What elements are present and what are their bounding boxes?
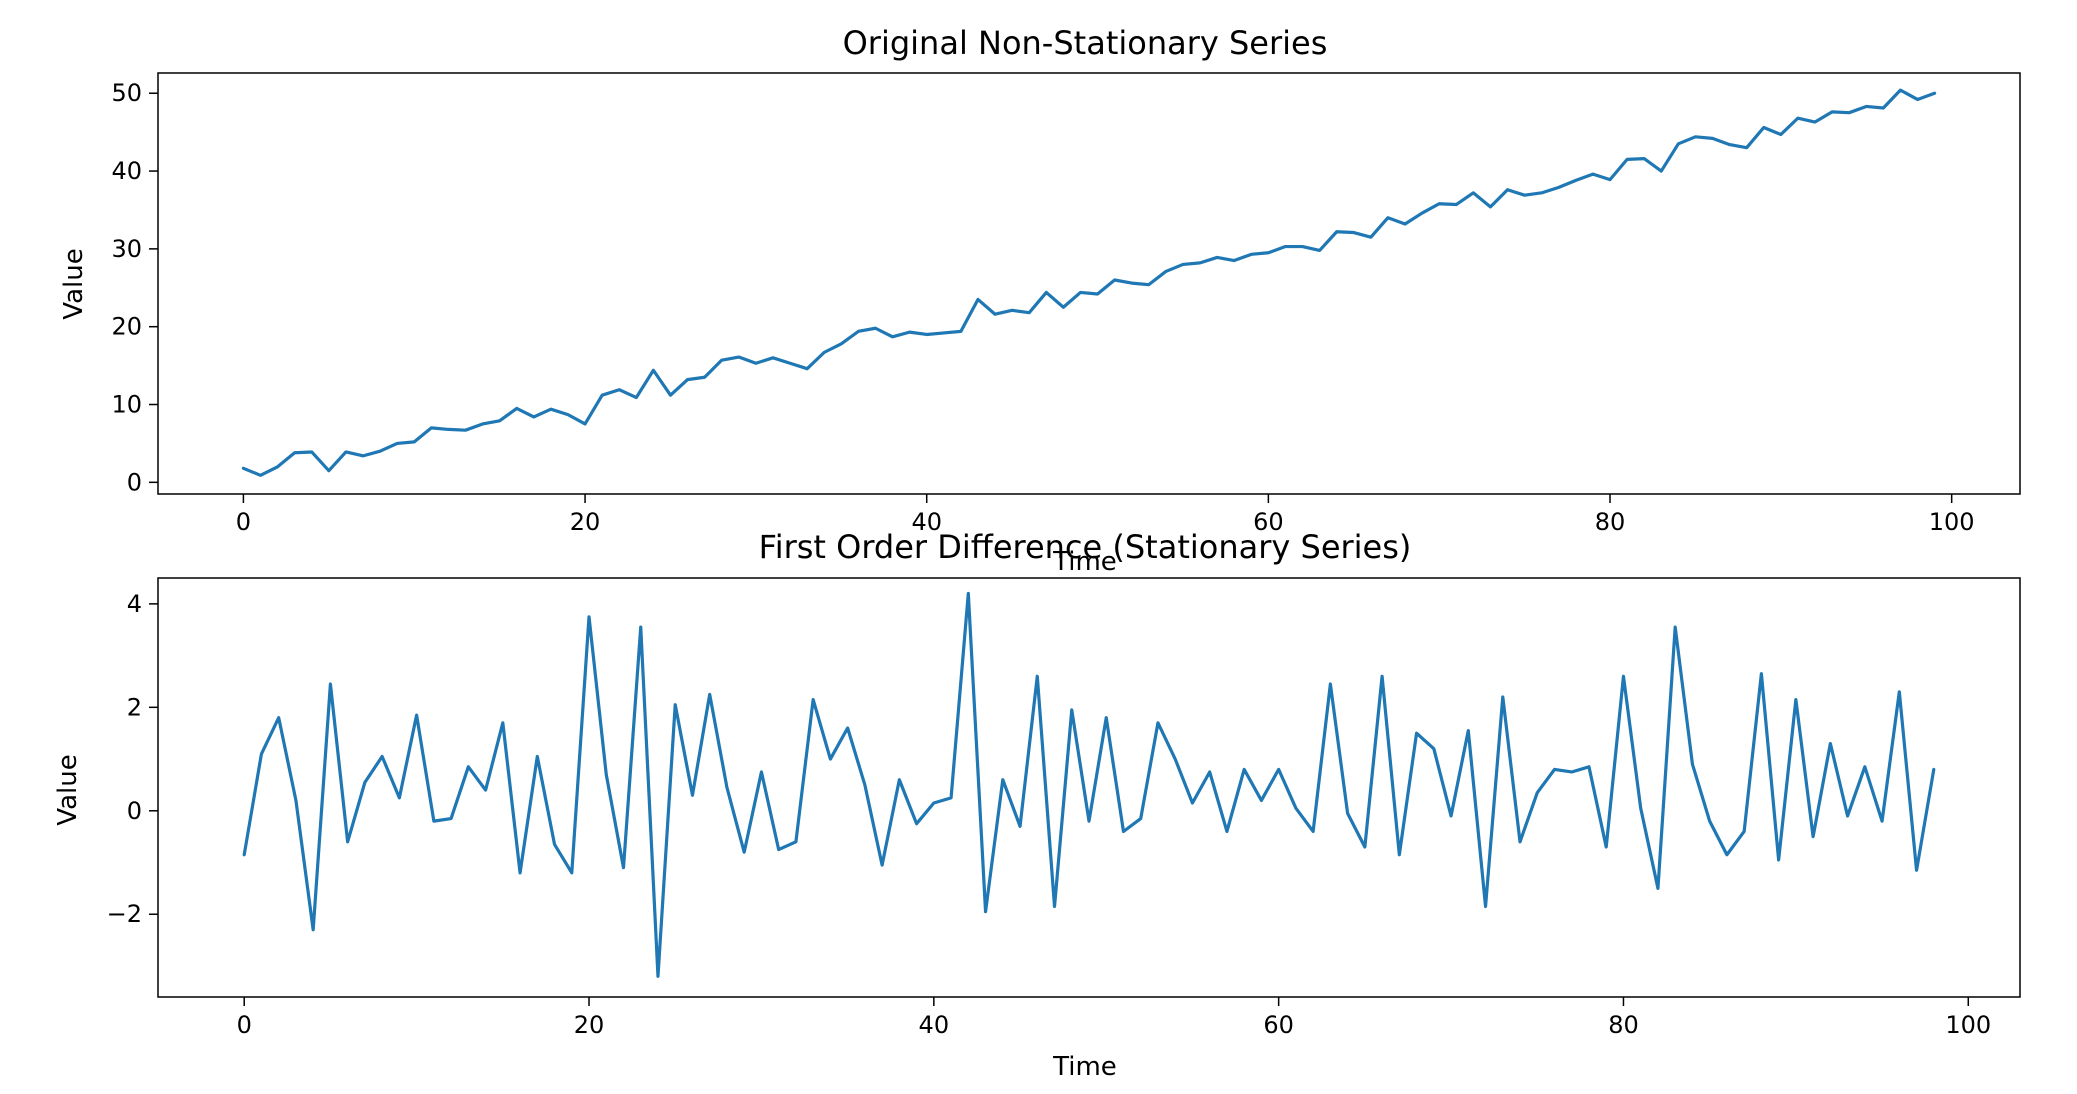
top-x-tick-label: 20 bbox=[570, 508, 601, 536]
bottom-x-tick-label: 40 bbox=[919, 1011, 950, 1039]
top-x-tick-label: 100 bbox=[1929, 508, 1975, 536]
top-series-line bbox=[241, 88, 1937, 477]
top-x-tick-label: 60 bbox=[1253, 508, 1284, 536]
top-subplot: Original Non-Stationary Series 0 20 40 60 80… bbox=[59, 24, 2021, 577]
top-x-tick-label: 0 bbox=[236, 508, 251, 536]
bottom-y-tick-label: 0 bbox=[127, 797, 142, 825]
bottom-axes-frame bbox=[157, 577, 2021, 998]
bottom-y-tick-label: 4 bbox=[127, 590, 142, 618]
top-y-tick-label: 0 bbox=[127, 468, 142, 496]
bottom-series-line bbox=[242, 591, 1936, 978]
bottom-y-tick-label: −2 bbox=[107, 900, 142, 928]
top-x-tick-label: 80 bbox=[1595, 508, 1626, 536]
top-x-tick-label: 40 bbox=[911, 508, 942, 536]
bottom-x-tick-label: 80 bbox=[1608, 1011, 1639, 1039]
top-y-tick-label: 50 bbox=[111, 79, 142, 107]
bottom-y-axis-label: Value bbox=[53, 754, 83, 825]
top-axes-frame bbox=[157, 72, 2021, 495]
bottom-chart-title: First Order Difference (Stationary Serie… bbox=[759, 528, 1412, 566]
bottom-x-tick-label: 20 bbox=[574, 1011, 605, 1039]
bottom-plot-area bbox=[242, 591, 1936, 978]
bottom-x-tick-label: 0 bbox=[237, 1011, 252, 1039]
top-y-tick-label: 40 bbox=[111, 157, 142, 185]
top-y-tick-label: 20 bbox=[111, 313, 142, 341]
top-chart-title: Original Non-Stationary Series bbox=[843, 24, 1328, 62]
bottom-x-tick-label: 100 bbox=[1945, 1011, 1991, 1039]
bottom-y-tick-label: 2 bbox=[127, 693, 142, 721]
top-y-tick-label: 30 bbox=[111, 235, 142, 263]
top-axis-ticks: 0 20 40 60 80 100 0 10 20 30 40 50 bbox=[111, 79, 1974, 536]
bottom-x-tick-label: 60 bbox=[1263, 1011, 1294, 1039]
top-plot-area bbox=[241, 88, 1937, 477]
top-y-tick-label: 10 bbox=[111, 391, 142, 419]
bottom-axis-ticks: 0 20 40 60 80 100 −2 0 2 4 bbox=[107, 590, 1992, 1039]
bottom-subplot: 0 20 40 60 80 100 −2 0 2 4 First Order Difference… bbox=[53, 528, 2021, 1082]
bottom-x-axis-label: Time bbox=[1052, 1052, 1117, 1082]
top-x-axis-label: Time bbox=[1052, 547, 1117, 577]
top-y-axis-label: Value bbox=[59, 248, 89, 319]
